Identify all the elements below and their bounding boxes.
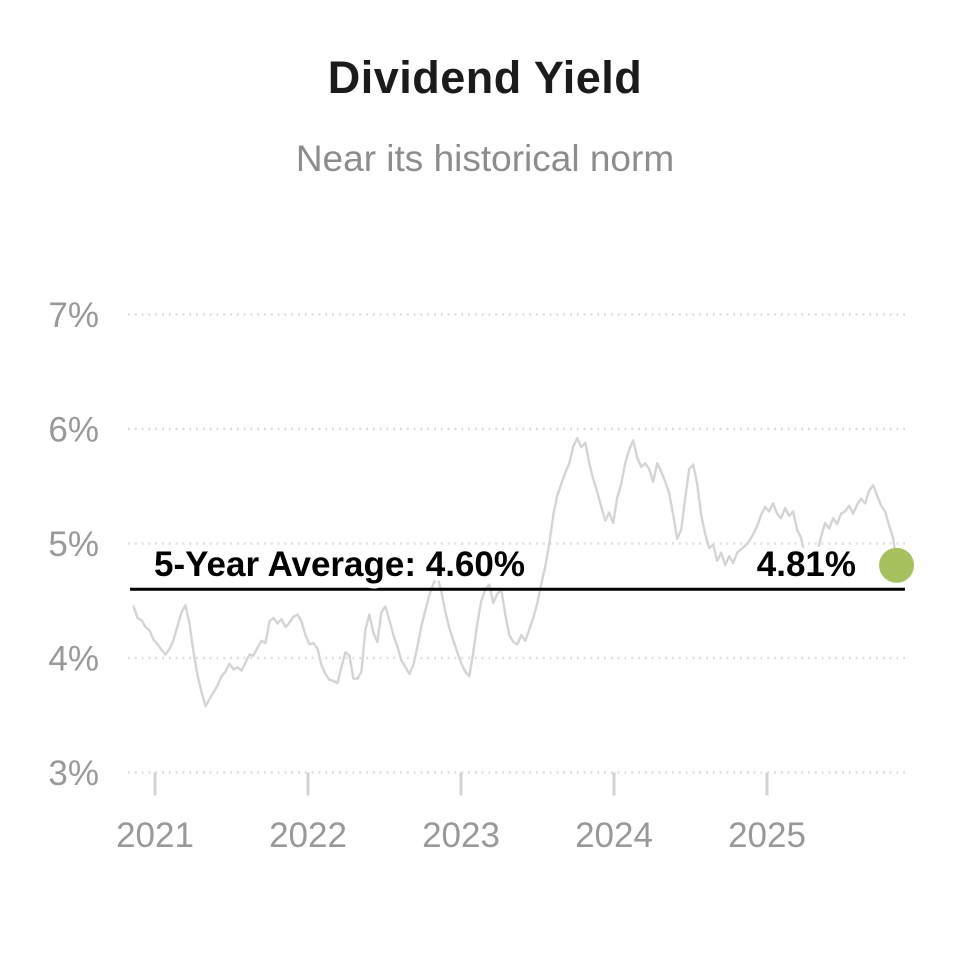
- x-axis-label: 2021: [116, 816, 194, 855]
- x-axis-label: 2023: [422, 816, 500, 855]
- x-axis-labels: 2021 2022 2023 2024 2025: [116, 816, 806, 855]
- yield-series: [132, 437, 899, 708]
- chart-subtitle: Near its historical norm: [295, 138, 675, 179]
- yield-line: [132, 437, 899, 708]
- gridlines: [128, 313, 905, 774]
- y-axis-label: 5%: [48, 525, 99, 564]
- x-axis-label: 2024: [575, 816, 653, 855]
- x-tick-marks: [153, 772, 769, 796]
- y-axis-labels: 7% 6% 5% 4% 3%: [48, 296, 99, 793]
- y-axis-label: 4%: [48, 640, 99, 679]
- page-title: Dividend Yield: [327, 52, 643, 103]
- y-axis-label: 7%: [48, 296, 99, 335]
- latest-value-label: 4.81%: [757, 545, 856, 584]
- y-axis-label: 3%: [48, 754, 99, 793]
- average-label: 5-Year Average: 4.60%: [154, 545, 525, 584]
- latest-value-dot: [879, 547, 915, 583]
- x-axis-label: 2022: [269, 816, 347, 855]
- y-axis-label: 6%: [48, 411, 99, 450]
- x-axis-label: 2025: [728, 816, 806, 855]
